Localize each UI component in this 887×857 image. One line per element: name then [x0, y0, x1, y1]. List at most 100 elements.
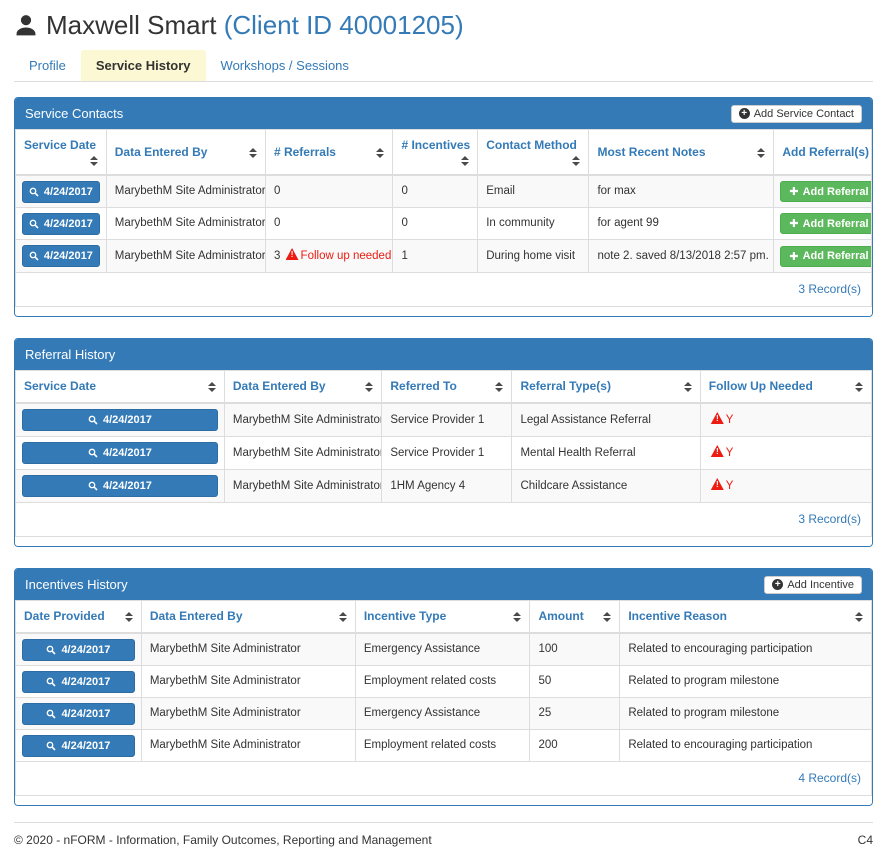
sort-icon	[855, 382, 863, 392]
entered-by-cell: MarybethM Site Administrator	[140, 729, 356, 762]
view-referral-button[interactable]: 4/24/2017	[22, 475, 218, 497]
table-row: 4/24/2017 MarybethM Site Administrator 0…	[15, 207, 872, 240]
plus-icon: ✚	[789, 250, 799, 263]
entered-by-cell: MarybethM Site Administrator	[223, 436, 383, 470]
col-data-entered-by[interactable]: Data Entered By	[140, 600, 356, 634]
incentive-reason-cell: Related to program milestone	[619, 697, 872, 730]
incentives-cell: 0	[392, 207, 479, 240]
warning-icon	[285, 248, 299, 260]
col-service-date[interactable]: Service Date	[15, 370, 225, 404]
table-row: 4/24/2017 MarybethM Site Administrator S…	[15, 436, 872, 470]
referral-type-cell: Mental Health Referral	[511, 436, 701, 470]
table-header-row: Service Date Data Entered By Referred To…	[15, 370, 872, 404]
warning-icon	[710, 412, 724, 424]
sort-icon	[683, 382, 692, 392]
table-header-row: Date Provided Data Entered By Incentive …	[15, 600, 872, 634]
col-amount[interactable]: Amount	[529, 600, 621, 634]
sort-icon	[124, 612, 133, 622]
records-count: 3 Record(s)	[15, 272, 872, 307]
warning-icon	[710, 445, 724, 457]
add-referral-button[interactable]: ✚ Add Referral	[780, 213, 871, 234]
sort-icon	[461, 156, 470, 166]
referrals-cell: 3 Follow up needed	[264, 239, 394, 273]
notes-cell: note 2. saved 8/13/2018 2:57 pm.	[588, 239, 775, 273]
follow-up-cell: Y	[699, 402, 872, 437]
entered-by-cell: MarybethM Site Administrator	[140, 632, 356, 666]
panel-title: Incentives History	[25, 577, 128, 592]
incentive-reason-cell: Related to encouraging participation	[619, 632, 872, 666]
sort-icon	[757, 147, 766, 158]
magnifier-icon	[47, 709, 57, 719]
table-row: 4/24/2017 MarybethM Site Administrator S…	[15, 402, 872, 437]
col-service-date[interactable]: Service Date	[15, 129, 107, 176]
tab-service-history[interactable]: Service History	[80, 50, 206, 81]
panel-title: Referral History	[25, 347, 116, 362]
view-incentive-button[interactable]: 4/24/2017	[22, 734, 135, 757]
client-header: Maxwell Smart (Client ID 40001205)	[14, 0, 873, 40]
col-data-entered-by[interactable]: Data Entered By	[223, 370, 383, 404]
col-referrals[interactable]: # Referrals	[264, 129, 394, 176]
entered-by-cell: MarybethM Site Administrator	[223, 402, 383, 437]
magnifier-icon	[88, 415, 98, 425]
entered-by-cell: MarybethM Site Administrator	[223, 469, 383, 503]
page-title: Maxwell Smart (Client ID 40001205)	[46, 10, 464, 40]
add-incentive-button[interactable]: + Add Incentive	[764, 575, 862, 594]
view-referral-button[interactable]: 4/24/2017	[22, 442, 218, 464]
view-service-contact-button[interactable]: 4/24/2017	[22, 180, 100, 203]
client-name: Maxwell Smart	[46, 10, 217, 40]
user-icon	[16, 15, 36, 36]
view-incentive-button[interactable]: 4/24/2017	[22, 638, 135, 661]
version-text: C4	[857, 833, 873, 847]
contact-method-cell: Email	[477, 174, 590, 208]
sort-icon	[207, 382, 216, 392]
referral-history-panel: Referral History Service Date Data Enter…	[14, 338, 873, 547]
amount-cell: 100	[529, 632, 621, 666]
col-incentive-type[interactable]: Incentive Type	[354, 600, 531, 634]
follow-up-cell: Y	[699, 469, 872, 503]
add-referral-button[interactable]: ✚ Add Referral	[780, 245, 871, 267]
records-count: 4 Record(s)	[15, 761, 872, 796]
incentive-type-cell: Emergency Assistance	[354, 632, 531, 666]
tab-workshops-sessions[interactable]: Workshops / Sessions	[220, 58, 349, 73]
col-date-provided[interactable]: Date Provided	[15, 600, 142, 634]
plus-icon: ✚	[789, 186, 799, 198]
col-follow-up-needed[interactable]: Follow Up Needed	[699, 370, 872, 404]
col-referral-types[interactable]: Referral Type(s)	[511, 370, 701, 404]
add-service-contact-button[interactable]: + Add Service Contact	[730, 104, 862, 123]
sort-icon	[572, 156, 581, 166]
panel-padding	[15, 537, 872, 546]
sort-icon	[603, 612, 612, 622]
table-row: 4/24/2017 MarybethM Site Administrator E…	[15, 729, 872, 762]
col-incentive-reason[interactable]: Incentive Reason	[619, 600, 872, 634]
referred-to-cell: 1HM Agency 4	[381, 469, 513, 503]
plus-circle-icon: +	[772, 579, 784, 590]
col-contact-method[interactable]: Contact Method	[477, 129, 590, 176]
view-referral-button[interactable]: 4/24/2017	[22, 409, 218, 431]
service-contacts-panel: Service Contacts + Add Service Contact S…	[14, 97, 873, 317]
panel-padding	[15, 307, 872, 316]
entered-by-cell: MarybethM Site Administrator	[105, 239, 266, 273]
view-incentive-button[interactable]: 4/24/2017	[22, 670, 135, 693]
incentives-cell: 0	[392, 174, 479, 208]
view-service-contact-button[interactable]: 4/24/2017	[22, 245, 100, 267]
follow-up-flag: Follow up needed	[300, 250, 392, 262]
table-row: 4/24/2017 MarybethM Site Administrator E…	[15, 697, 872, 730]
col-most-recent-notes[interactable]: Most Recent Notes	[588, 129, 775, 176]
client-id: (Client ID 40001205)	[223, 10, 464, 40]
view-incentive-button[interactable]: 4/24/2017	[22, 702, 135, 725]
amount-cell: 200	[529, 729, 621, 762]
add-referral-button[interactable]: ✚ Add Referral	[780, 181, 871, 202]
view-service-contact-button[interactable]: 4/24/2017	[22, 212, 100, 235]
entered-by-cell: MarybethM Site Administrator	[140, 665, 356, 698]
col-referred-to[interactable]: Referred To	[381, 370, 513, 404]
referral-history-table: Service Date Data Entered By Referred To…	[15, 370, 872, 537]
col-data-entered-by[interactable]: Data Entered By	[105, 129, 266, 176]
contact-method-cell: In community	[477, 207, 590, 240]
incentives-history-panel: Incentives History + Add Incentive Date …	[14, 568, 873, 806]
copyright-text: © 2020 - nFORM - Information, Family Out…	[14, 833, 432, 847]
panel-padding	[15, 796, 872, 805]
panel-title: Service Contacts	[25, 106, 124, 121]
tab-profile[interactable]: Profile	[29, 58, 66, 73]
col-incentives[interactable]: # Incentives	[392, 129, 479, 176]
magnifier-icon	[88, 481, 98, 491]
